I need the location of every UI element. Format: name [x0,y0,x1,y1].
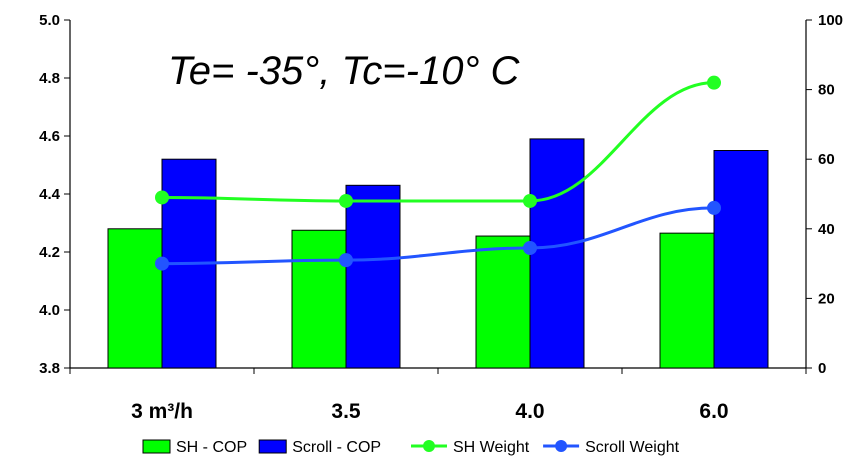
x-category-label: 3.5 [331,400,361,423]
bar-scroll-cop [529,138,585,369]
point-scroll-weight [155,256,169,271]
x-category-label: 4.0 [515,400,544,423]
y-left-tick-label: 4.0 [39,302,60,319]
point-sh-weight [707,75,721,90]
legend-marker-scroll-weight [555,440,568,452]
legend-swatch-sh-cop [142,439,171,454]
y-right-tick-label: 80 [818,82,835,99]
legend-label-scroll-weight: Scroll Weight [585,439,680,456]
point-sh-weight [339,193,353,208]
y-left-tick-label: 4.6 [39,128,60,145]
legend-swatch-scroll-cop [258,439,287,454]
y-left-tick-label: 4.4 [39,186,61,203]
legend: SH - COP Scroll - COP SH Weight Scroll Weig… [142,439,680,456]
line-sh-weight [161,81,715,203]
y-left-tick-label: 5.0 [39,12,60,29]
bar-sh-cop [659,232,715,369]
legend-label-sh-weight: SH Weight [453,439,530,456]
y-right-tick-label: 40 [818,221,835,238]
point-scroll-weight [707,200,721,215]
bar-sh-cop [475,235,531,369]
x-category-label: 3 m³/h [131,400,193,423]
line-scroll-weight [161,206,715,266]
point-sh-weight [155,190,169,205]
y-left-tick-label: 3.8 [39,360,60,377]
point-scroll-weight [339,253,353,268]
y-right-tick-label: 100 [818,12,843,29]
point-sh-weight [523,193,537,208]
legend-label-sh-cop: SH - COP [176,439,247,456]
y-left-tick-label: 4.2 [39,244,60,261]
x-category-label: 6.0 [699,400,728,423]
ticks: 3.8 4.0 4.2 4.4 4.6 4.8 5.0 0 20 40 60 80 100 3 m³/h 3… [39,12,843,423]
bar-sh-cop [107,228,163,369]
y-right-tick-label: 20 [818,290,835,307]
y-right-tick-label: 60 [818,151,835,168]
point-scroll-weight [523,240,537,255]
bar-scroll-cop [713,150,769,369]
y-right-tick-label: 0 [818,360,826,377]
bar-scroll-cop [345,184,401,369]
lines [155,75,721,271]
y-left-tick-label: 4.8 [39,70,60,87]
chart-title: Te= -35°, Tc=-10° C [168,49,521,93]
legend-label-scroll-cop: Scroll - COP [292,439,381,456]
bar-sh-cop [291,229,347,369]
legend-marker-sh-weight [423,440,435,452]
